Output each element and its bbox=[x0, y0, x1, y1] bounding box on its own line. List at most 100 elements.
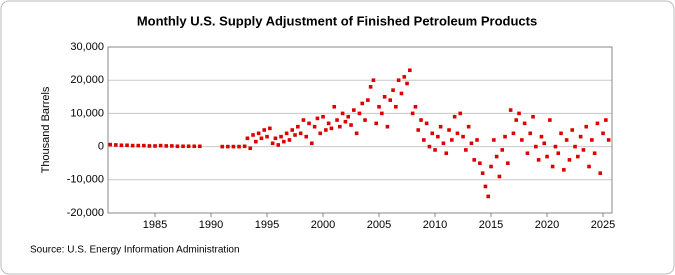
data-point bbox=[220, 144, 225, 149]
data-point bbox=[352, 108, 356, 112]
data-point bbox=[598, 171, 603, 175]
data-point bbox=[444, 151, 449, 156]
data-point bbox=[542, 141, 547, 146]
data-point bbox=[480, 171, 485, 175]
data-point bbox=[273, 136, 278, 141]
x-tick-label: 2025 bbox=[591, 219, 615, 231]
x-tick-label: 1985 bbox=[143, 219, 167, 231]
data-point bbox=[447, 128, 451, 132]
data-point bbox=[427, 144, 432, 149]
data-point bbox=[245, 136, 250, 141]
data-point bbox=[164, 144, 169, 148]
chart-title: Monthly U.S. Supply Adjustment of Finish… bbox=[137, 13, 537, 28]
data-point bbox=[315, 116, 320, 121]
data-point bbox=[130, 143, 135, 148]
data-point bbox=[604, 118, 608, 122]
data-point bbox=[226, 144, 230, 149]
data-point bbox=[492, 138, 496, 142]
data-point bbox=[153, 144, 157, 148]
data-point bbox=[601, 131, 605, 136]
data-point bbox=[296, 124, 300, 129]
data-point bbox=[534, 144, 538, 149]
data-point bbox=[503, 134, 507, 139]
data-point bbox=[231, 144, 236, 149]
data-point bbox=[326, 121, 331, 126]
data-point bbox=[368, 85, 373, 89]
data-point bbox=[119, 143, 124, 148]
data-point bbox=[590, 138, 594, 142]
y-tick-label: 20,000 bbox=[70, 74, 104, 86]
data-point bbox=[192, 144, 197, 149]
data-point bbox=[256, 131, 261, 136]
data-point bbox=[419, 118, 423, 122]
data-point bbox=[380, 111, 384, 116]
data-point bbox=[399, 91, 404, 96]
data-point bbox=[548, 118, 552, 122]
x-tick-label: 1990 bbox=[199, 219, 223, 231]
data-point bbox=[340, 111, 345, 116]
data-point bbox=[506, 161, 510, 165]
data-point bbox=[125, 143, 129, 148]
data-point bbox=[581, 148, 586, 152]
data-point bbox=[483, 184, 488, 189]
data-point bbox=[170, 144, 174, 148]
data-point bbox=[259, 136, 264, 141]
data-point bbox=[556, 151, 561, 156]
data-point bbox=[363, 118, 367, 122]
data-point bbox=[408, 68, 412, 73]
data-point bbox=[346, 114, 351, 119]
y-tick-label: -20,000 bbox=[67, 207, 104, 219]
data-point bbox=[452, 114, 457, 119]
data-point bbox=[293, 133, 297, 137]
data-point bbox=[514, 118, 519, 122]
data-point bbox=[242, 144, 247, 149]
data-point bbox=[377, 104, 381, 109]
data-point bbox=[248, 146, 253, 151]
data-point bbox=[584, 124, 589, 129]
data-point bbox=[536, 158, 541, 162]
data-point bbox=[576, 154, 580, 159]
data-point bbox=[413, 104, 418, 109]
data-point bbox=[276, 143, 281, 147]
data-point bbox=[539, 134, 544, 139]
data-point bbox=[578, 134, 583, 139]
plot-border bbox=[107, 46, 613, 214]
data-point bbox=[592, 151, 597, 156]
x-tick-label: 1995 bbox=[255, 219, 279, 231]
data-point bbox=[366, 98, 370, 102]
y-tick-label: 10,000 bbox=[70, 107, 104, 119]
data-point bbox=[436, 134, 440, 139]
data-point bbox=[198, 144, 202, 149]
data-point bbox=[312, 124, 317, 129]
data-point bbox=[382, 95, 387, 99]
data-point bbox=[394, 104, 398, 109]
data-point bbox=[385, 124, 390, 129]
data-point bbox=[307, 121, 311, 126]
data-point bbox=[570, 128, 575, 132]
data-point bbox=[489, 164, 493, 169]
data-point bbox=[573, 144, 577, 149]
data-point bbox=[186, 144, 191, 149]
data-point bbox=[136, 143, 141, 148]
data-point bbox=[114, 143, 118, 147]
data-point bbox=[391, 88, 395, 92]
x-tick-label: 2000 bbox=[311, 219, 335, 231]
data-point bbox=[422, 138, 426, 142]
source: Source: U.S. Energy Information Administ… bbox=[30, 245, 240, 256]
data-point bbox=[475, 138, 479, 142]
data-point bbox=[587, 164, 591, 169]
data-point bbox=[424, 121, 429, 126]
data-point bbox=[268, 126, 272, 131]
data-point bbox=[472, 158, 477, 162]
y-axis-label: Thousand Barrels bbox=[40, 86, 52, 173]
data-point bbox=[324, 128, 328, 132]
data-point bbox=[310, 141, 314, 146]
data-point bbox=[357, 111, 362, 116]
data-point bbox=[528, 131, 533, 136]
data-point bbox=[461, 134, 465, 139]
data-point bbox=[567, 158, 572, 162]
data-point bbox=[360, 101, 365, 106]
data-point bbox=[500, 148, 505, 152]
data-point bbox=[396, 78, 401, 82]
